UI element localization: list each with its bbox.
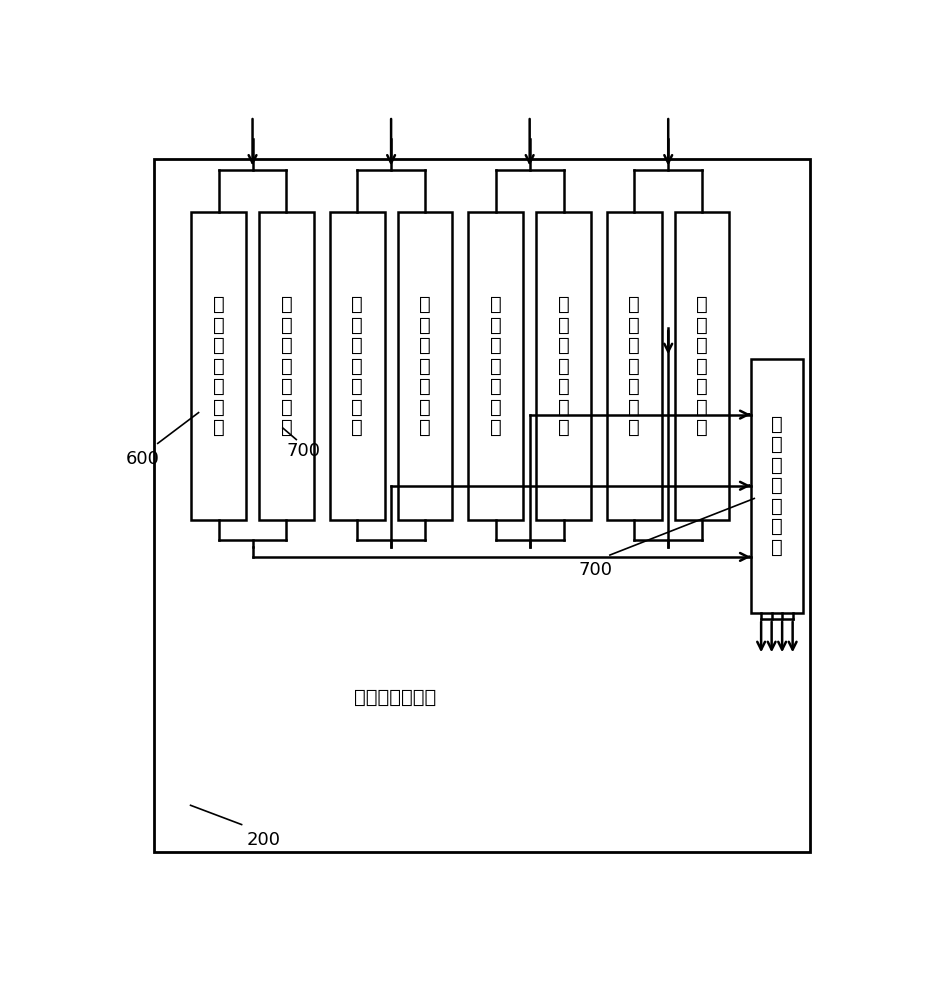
Text: 第
二
通
道
选
择
卡: 第 二 通 道 选 择 卡 [771,415,783,557]
Text: 200: 200 [247,831,280,849]
Text: 第
一
通
道
选
择
卡: 第 一 通 道 选 择 卡 [213,295,225,437]
Text: 第
一
通
道
选
择
卡: 第 一 通 道 选 择 卡 [629,295,640,437]
Text: 700: 700 [579,561,613,579]
Bar [398,212,453,520]
Text: 第
二
通
道
选
择
卡: 第 二 通 道 选 择 卡 [696,295,708,437]
Bar [675,212,729,520]
Bar [751,359,803,613]
Bar [607,212,662,520]
Text: 第
一
通
道
选
择
卡: 第 一 通 道 选 择 卡 [490,295,502,437]
Bar [469,212,523,520]
Text: 第
一
通
道
选
择
卡: 第 一 通 道 选 择 卡 [351,295,363,437]
Text: 第
二
通
道
选
择
卡: 第 二 通 道 选 择 卡 [280,295,293,437]
Text: 第
二
通
道
选
择
卡: 第 二 通 道 选 择 卡 [558,295,569,437]
Bar [191,212,246,520]
Text: 第一通道选择器: 第一通道选择器 [354,688,436,707]
Bar [259,212,313,520]
Bar [536,212,591,520]
Text: 第
二
通
道
选
择
卡: 第 二 通 道 选 择 卡 [419,295,431,437]
Text: 700: 700 [287,442,321,460]
Bar [330,212,385,520]
Text: 600: 600 [126,450,160,468]
